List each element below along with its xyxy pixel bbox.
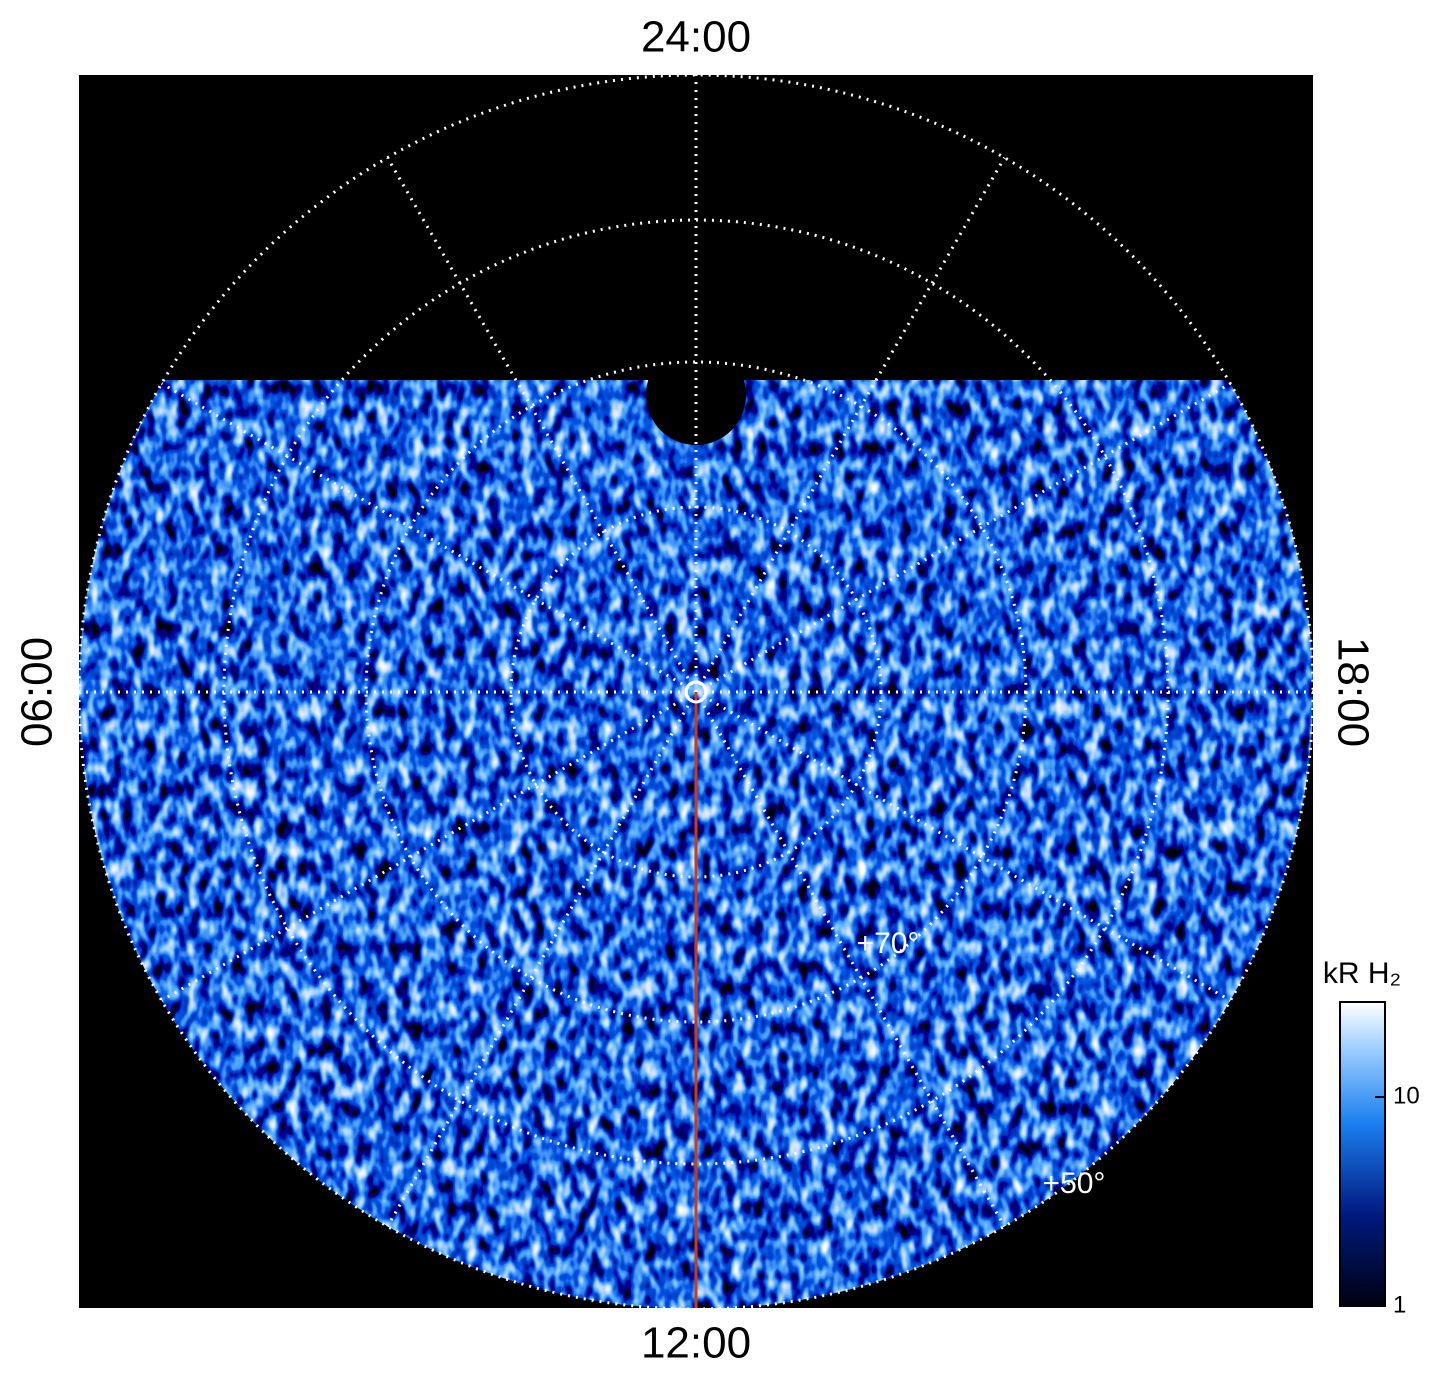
right-label: 18:00 [1328, 637, 1377, 747]
left-label: 06:00 [13, 637, 62, 747]
lat-label: +70° [857, 927, 920, 960]
top-label: 24:00 [641, 13, 751, 62]
pole-marker [684, 680, 708, 704]
colorbar-label: kR H₂ [1323, 957, 1401, 990]
polar-grid [77, 73, 1315, 1311]
colorbar-tick-label: 1 [1393, 1291, 1406, 1318]
bottom-label: 12:00 [641, 1319, 751, 1368]
colorbar-tick-label: 10 [1393, 1082, 1420, 1109]
colorbar [1339, 1001, 1386, 1307]
colorbar-ticks: 1 10 [1375, 1082, 1420, 1318]
lat-label: +50° [1043, 1167, 1106, 1200]
